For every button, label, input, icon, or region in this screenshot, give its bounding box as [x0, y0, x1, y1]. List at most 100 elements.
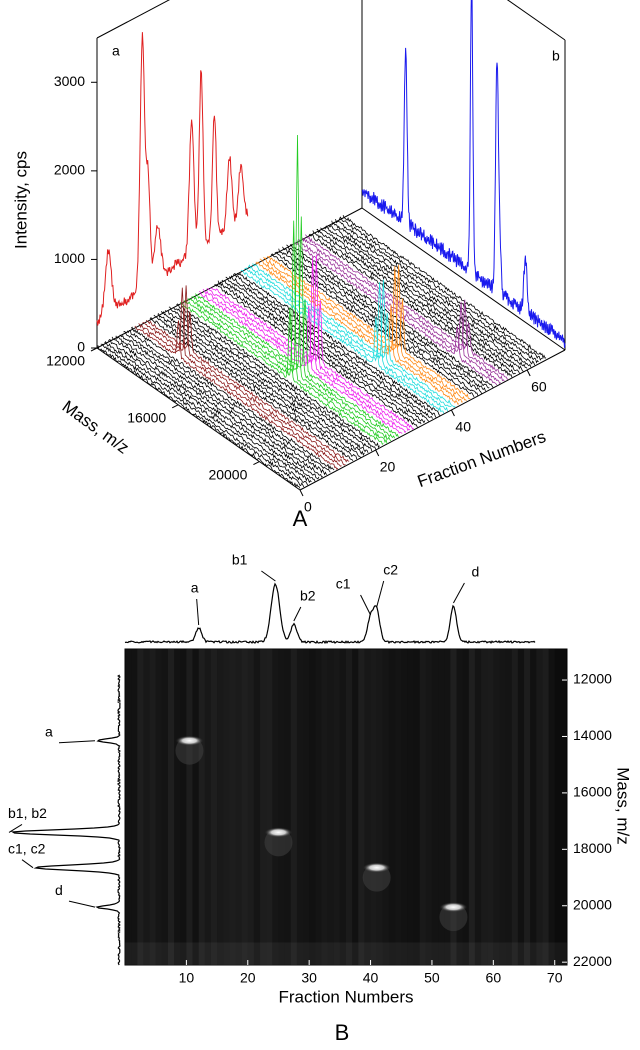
heatmap-stripe [315, 649, 321, 965]
heatmap-stripe [162, 649, 168, 965]
heatmap-stripe [297, 649, 303, 965]
fraction-tick-label: 20 [380, 459, 396, 475]
peak-label: b1 [232, 552, 248, 568]
heatmap-stripe [549, 649, 555, 965]
heatmap-stripe [174, 649, 180, 965]
heatmap-stripe [450, 649, 457, 965]
floor-trace [342, 214, 547, 360]
mass-tick [90, 347, 98, 352]
side-profile [10, 674, 122, 966]
x-tick-label: 60 [486, 970, 502, 986]
z-tick-label: 1000 [54, 250, 85, 266]
peak-label: c2 [383, 562, 398, 578]
floor-trace [308, 233, 513, 378]
wall-trace [96, 32, 249, 326]
floor-trace [297, 238, 501, 384]
floor-trace [138, 287, 342, 467]
peak-label: d [472, 564, 480, 580]
floor-trace [323, 225, 528, 369]
y-tick-label: 22000 [573, 953, 612, 969]
heatmap-stripe [149, 649, 156, 965]
peak-label: b1, b2 [8, 805, 47, 821]
floor-trace [338, 216, 543, 361]
heatmap-stripe [407, 649, 413, 965]
heatmap-stripe [518, 649, 524, 965]
z-axis-title: Intensity, cps [11, 151, 30, 249]
floor-trace [161, 311, 365, 456]
peak-label: c1 [336, 576, 351, 592]
floor-trace [259, 258, 463, 403]
floor-trace [111, 336, 316, 482]
heatmap-stripe [475, 649, 481, 965]
heatmap-stripe [481, 649, 488, 965]
heatmap-stripe [401, 649, 407, 965]
floor-trace [217, 280, 422, 425]
top-profile [124, 582, 536, 645]
peak-label: a [45, 723, 53, 739]
heatmap-stripe [290, 649, 297, 965]
floor-trace [331, 220, 536, 366]
peak-arrow [293, 606, 302, 622]
axis-edge [361, 207, 566, 351]
heatmap-stripe [260, 649, 267, 965]
floor-trace [191, 216, 395, 439]
floor-trace [304, 234, 509, 380]
heatmap-stripe [530, 649, 536, 965]
wall-trace [361, 0, 566, 348]
panel-label: B [335, 1020, 350, 1045]
floor-trace [252, 263, 456, 408]
heatmap-spot [175, 735, 204, 746]
wall-label: a [112, 43, 120, 59]
heatmap-stripe [506, 649, 512, 965]
x-tick-label: 70 [547, 970, 563, 986]
peak-label: b2 [300, 588, 316, 604]
heatmap-stripe [254, 649, 260, 965]
heatmap-stripe [352, 649, 358, 965]
mass-tick [253, 461, 260, 466]
mass-tick [171, 404, 179, 409]
axis-edge [96, 207, 363, 349]
floor-trace [225, 276, 429, 422]
heatmap-stripe [235, 649, 242, 965]
floor-trace [100, 343, 305, 488]
floor-trace [126, 329, 331, 473]
peak-arrow [452, 582, 465, 604]
peak-label: c1, c2 [8, 840, 46, 856]
heatmap-stripe [395, 649, 401, 965]
floor-trace [221, 279, 426, 424]
floor-trace [168, 306, 373, 452]
heatmap-stripe [432, 649, 438, 965]
floor-trace [176, 303, 380, 449]
heatmap-stripe [125, 649, 131, 965]
heatmap-stripe [210, 649, 218, 965]
heatmap-stripe [204, 649, 211, 965]
heatmap-spot [439, 902, 468, 913]
heatmap-stripe [340, 649, 346, 965]
fraction-axis-title: Fraction Numbers [415, 427, 548, 491]
floor-trace [104, 340, 308, 486]
peak-arrow [68, 900, 96, 908]
fraction-tick-label: 0 [304, 499, 312, 515]
heatmap-stripe [542, 649, 549, 965]
panel-label: A [293, 506, 308, 531]
heatmap-stripe [131, 649, 137, 965]
heatmap-stripe [333, 649, 340, 965]
mass-tick-label: 20000 [208, 466, 247, 482]
heatmap-stripe [229, 649, 236, 965]
peak-arrow [8, 823, 23, 833]
heatmap-stripe [536, 649, 543, 965]
floor-trace [267, 255, 471, 400]
heatmap-stripe [358, 649, 365, 965]
mass-tick-label: 16000 [127, 410, 166, 426]
heatmap-stripe [217, 649, 224, 965]
heatmap-stripe [370, 649, 377, 965]
heatmap-stripe [180, 649, 186, 965]
heatmap-stripe [499, 649, 505, 965]
floor-trace [293, 241, 498, 386]
y-tick-label: 20000 [573, 896, 612, 912]
floor-trace [316, 228, 520, 374]
heatmap-stripe [389, 649, 395, 965]
fraction-tick-label: 40 [455, 419, 471, 435]
floor-trace [240, 269, 445, 414]
